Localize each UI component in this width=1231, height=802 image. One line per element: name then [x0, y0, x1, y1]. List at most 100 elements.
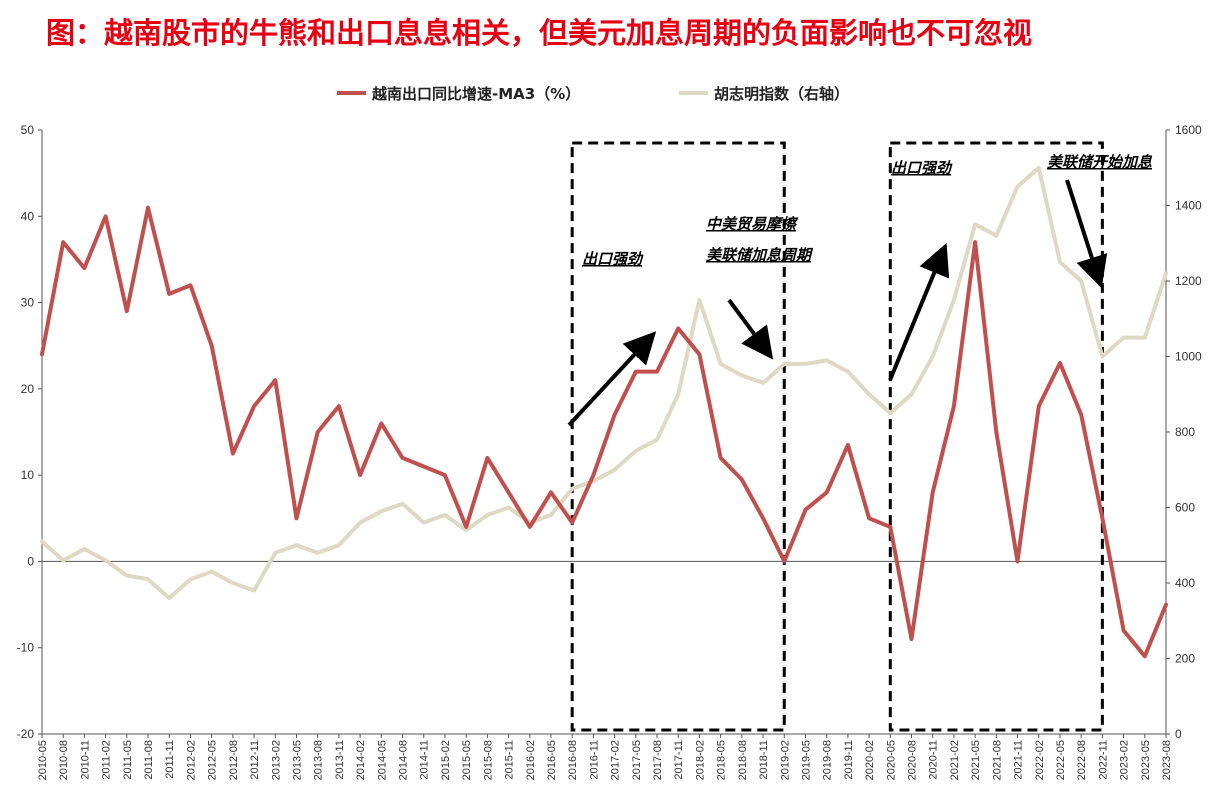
- legend-label-index: 胡志明指数（右轴）: [714, 85, 849, 103]
- y-right-tick-label: 600: [1175, 501, 1195, 515]
- index-data-point: [423, 522, 425, 524]
- x-tick-label: 2020-02: [864, 740, 876, 780]
- export-data-point: [126, 310, 128, 312]
- index-data-point: [274, 552, 276, 554]
- export-data-point: [1059, 362, 1061, 364]
- export-data-point: [1144, 655, 1146, 657]
- index-data-point: [1080, 280, 1082, 282]
- index-data-point: [126, 575, 128, 576]
- annotation-trade-friction: 中美贸易摩擦: [706, 215, 799, 233]
- export-data-point: [720, 457, 722, 459]
- index-data-point: [783, 363, 785, 365]
- x-tick-label: 2021-02: [949, 740, 961, 780]
- index-data-point: [805, 363, 806, 365]
- x-tick-label: 2012-02: [185, 740, 197, 780]
- index-data-point: [486, 514, 488, 516]
- index-data-point: [338, 544, 340, 546]
- export-data-point: [1165, 604, 1167, 606]
- axes: -20 -10 0 10 20 30 40 50 0 200 400 600 800 1000 1200 14…: [17, 123, 1202, 780]
- y-left-tick-label: 30: [21, 296, 35, 310]
- index-data-point: [402, 503, 403, 505]
- y-left-tick-label: 20: [21, 382, 35, 396]
- index-data-point: [720, 363, 722, 365]
- export-data-point: [211, 345, 213, 347]
- x-tick-label: 2016-05: [546, 740, 558, 780]
- index-data-point: [614, 469, 616, 471]
- export-data-point: [444, 474, 446, 476]
- y-right-tick-label: 1000: [1175, 350, 1202, 364]
- x-tick-label: 2023-02: [1119, 740, 1131, 780]
- export-data-point: [698, 353, 700, 355]
- arrow-fed-hike-start: [1065, 179, 1108, 289]
- series-line-hochiminh-index: [40, 165, 1168, 601]
- index-data-point: [1038, 167, 1040, 169]
- x-tick-label: 2013-02: [270, 740, 282, 780]
- export-data-point: [508, 491, 510, 493]
- export-data-point: [317, 431, 319, 433]
- index-data-point: [1123, 337, 1125, 339]
- x-tick-label: 2011-11: [164, 740, 176, 779]
- export-data-point: [1080, 414, 1082, 416]
- x-tick-label: 2021-05: [970, 740, 982, 780]
- x-tick-label: 2021-08: [991, 740, 1003, 780]
- export-data-point: [380, 422, 382, 424]
- x-tick-label: 2011-08: [143, 740, 155, 780]
- y-right-tick-label: 200: [1175, 652, 1195, 666]
- index-data-point: [1144, 337, 1146, 339]
- x-tick-label: 2010-11: [79, 740, 91, 780]
- x-tick-label: 2012-05: [207, 740, 219, 780]
- index-data-point: [232, 582, 234, 584]
- index-data-point: [296, 544, 297, 546]
- x-tick-label: 2016-02: [525, 740, 537, 780]
- export-data-point: [550, 491, 552, 493]
- x-tick-label: 2014-11: [419, 740, 431, 780]
- x-tick-label: 2014-02: [355, 740, 367, 780]
- index-data-point: [1101, 356, 1103, 357]
- arrow-export-rise-1: [567, 331, 657, 427]
- x-tick-label: 2019-08: [822, 740, 834, 780]
- export-data-point: [253, 405, 255, 407]
- annotation-fed-cycle: 美联储加息周期: [706, 246, 814, 264]
- legend-label-export: 越南出口同比增速-MA3（%）: [371, 85, 580, 103]
- export-data-point: [953, 405, 955, 407]
- export-data-point: [338, 405, 340, 407]
- export-data-point: [635, 371, 637, 373]
- export-data-point: [486, 457, 488, 459]
- index-data-point: [974, 223, 976, 225]
- export-data-point: [1101, 517, 1103, 519]
- index-data-point: [911, 393, 912, 395]
- export-data-point: [274, 379, 276, 381]
- y-right-tick-label: 0: [1175, 727, 1182, 741]
- series: [40, 165, 1168, 659]
- x-tick-label: 2012-08: [228, 740, 240, 780]
- export-data-point: [889, 526, 891, 528]
- index-data-point: [677, 393, 679, 395]
- export-data-point: [741, 479, 743, 480]
- y-left-tick-label: 40: [21, 209, 35, 223]
- x-tick-label: 2020-11: [928, 740, 940, 780]
- x-tick-label: 2017-11: [673, 740, 685, 780]
- export-data-point: [995, 431, 997, 433]
- export-data-point: [529, 526, 531, 528]
- index-data-point: [465, 529, 467, 531]
- annotation-export-strong-1: 出口强劲: [582, 250, 644, 268]
- index-data-point: [211, 571, 213, 573]
- index-data-point: [698, 299, 700, 301]
- export-data-point: [1038, 405, 1040, 407]
- highlight-box: [570, 141, 786, 732]
- x-tick-label: 2018-11: [758, 740, 770, 780]
- highlight-boxes: [570, 141, 1104, 732]
- export-data-point: [147, 207, 149, 209]
- x-tick-label: 2010-08: [58, 740, 70, 780]
- index-data-point: [550, 514, 552, 516]
- export-data-point: [232, 453, 234, 455]
- annotation-export-strong-2: 出口强劲: [891, 159, 953, 177]
- x-tick-label: 2019-05: [800, 740, 812, 780]
- x-tick-label: 2015-05: [461, 740, 473, 780]
- index-data-point: [105, 559, 107, 561]
- x-tick-label: 2015-02: [440, 740, 452, 780]
- index-data-point: [995, 235, 997, 237]
- index-data-point: [508, 507, 510, 508]
- export-data-point: [359, 474, 361, 476]
